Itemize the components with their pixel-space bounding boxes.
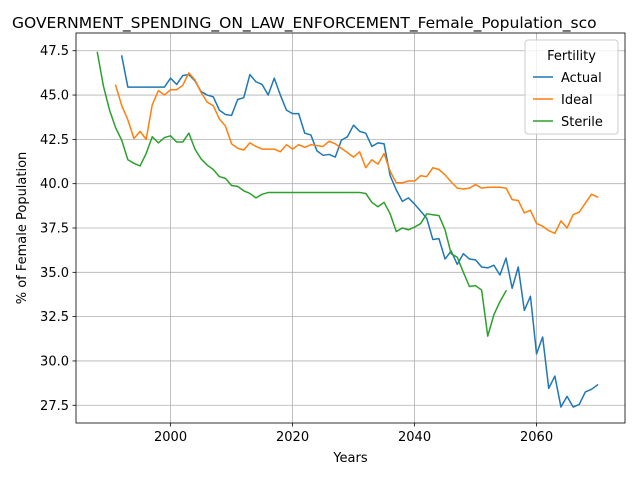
legend-label-sterile: Sterile xyxy=(561,115,603,130)
ticks: 2000 2020 2040 2060 27.5 30.0 32.5 35.0 37.5 40.0… xyxy=(40,44,553,445)
y-tick-label: 45.0 xyxy=(40,89,69,104)
x-tick-label: 2060 xyxy=(520,430,553,445)
legend-entries: Actual Ideal Sterile xyxy=(533,71,603,130)
x-tick-label: 2000 xyxy=(154,430,187,445)
x-axis-label: Years xyxy=(332,451,368,466)
legend-box xyxy=(524,39,619,135)
plot-lines xyxy=(96,51,599,408)
series-line-ideal xyxy=(114,72,599,235)
y-tick-label: 27.5 xyxy=(40,399,69,414)
legend-label-actual: Actual xyxy=(561,71,602,86)
x-tick-label: 2040 xyxy=(398,430,431,445)
y-tick-label: 42.5 xyxy=(40,133,69,148)
x-tick-label: 2020 xyxy=(276,430,309,445)
grid xyxy=(76,33,625,423)
legend: Fertility Actual Ideal Sterile xyxy=(524,39,619,135)
series-line-sterile xyxy=(96,51,508,337)
y-tick-label: 30.0 xyxy=(40,354,69,369)
legend-label-ideal: Ideal xyxy=(561,93,593,108)
legend-title: Fertility xyxy=(547,49,596,64)
chart-title: GOVERNMENT_SPENDING_ON_LAW_ENFORCEMENT_F… xyxy=(12,14,597,33)
y-tick-label: 32.5 xyxy=(40,310,69,325)
y-axis-label: % of Female Population xyxy=(15,152,30,305)
y-tick-label: 35.0 xyxy=(40,266,69,281)
y-tick-label: 37.5 xyxy=(40,222,69,237)
y-tick-label: 47.5 xyxy=(40,44,69,59)
y-tick-label: 40.0 xyxy=(40,177,69,192)
